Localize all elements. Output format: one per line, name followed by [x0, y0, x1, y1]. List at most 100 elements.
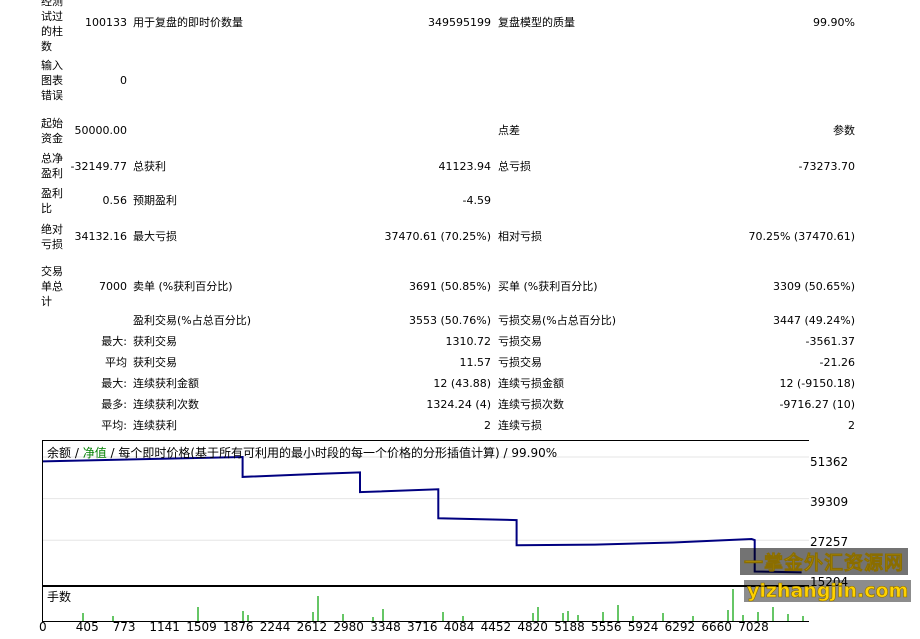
row-label: 交易单总计: [41, 265, 63, 308]
y-tick: 51362: [810, 455, 849, 469]
row-value: 0.56: [102, 194, 128, 207]
balance-chart: 余额 / 净值 / 每个即时价格(基于所有可利用的最小时段的每一个价格的分形插值…: [42, 440, 809, 587]
x-tick: 2612: [296, 620, 328, 634]
volume-plot: [82, 589, 804, 621]
field-label: 连续获利次数: [133, 398, 199, 411]
chart-title: 余额 / 净值 / 每个即时价格(基于所有可利用的最小时段的每一个价格的分形插值…: [47, 444, 557, 461]
backtest-report: 经测试过的柱数 100133 用于复盘的即时价数量 349595199 复盘模型的质量 9…: [41, 0, 855, 432]
title-balance: 余额: [47, 446, 72, 460]
field-value: 3553 (50.76%): [408, 314, 491, 327]
title-rest: / 每个即时价格(基于所有可利用的最小时段的每一个价格的分形插值计算) / 99…: [106, 446, 558, 460]
field-label: 相对亏损: [498, 230, 542, 243]
title-equity: 净值: [82, 446, 107, 460]
row-label: 起始资金: [41, 117, 63, 145]
row-value: 7000: [99, 280, 127, 293]
row-label: 经测试过的柱数: [41, 0, 63, 53]
row-sublabel: 最多:: [101, 398, 127, 411]
x-tick: 2980: [333, 620, 364, 634]
field-value: 349595199: [428, 16, 491, 29]
field-value: 37470.61 (70.25%): [384, 230, 491, 243]
row-value: 50000.00: [74, 124, 128, 137]
row-label: 绝对亏损: [41, 223, 63, 251]
field-value: 3447 (49.24%): [772, 314, 855, 327]
field-value: 12 (43.88): [433, 377, 491, 390]
x-tick: 4820: [517, 620, 548, 634]
balance-plot: [43, 455, 809, 574]
x-tick: 5556: [591, 620, 622, 634]
x-tick: 2244: [259, 620, 291, 634]
field-value: 2: [848, 419, 855, 432]
x-tick: 773: [112, 620, 136, 634]
x-tick: 0: [39, 620, 47, 634]
field-label: 连续亏损金额: [498, 377, 564, 390]
field-value: 12 (-9150.18): [779, 377, 855, 390]
field-value: 11.57: [459, 356, 492, 369]
row-value: 100133: [85, 16, 127, 29]
field-label: 用于复盘的即时价数量: [133, 16, 243, 29]
field-label: 连续获利: [133, 419, 177, 432]
watermark-cn: 一掌金外汇资源网: [740, 548, 909, 575]
watermark-url: yizhangjin.com: [744, 580, 912, 602]
x-tick: 4452: [480, 620, 512, 634]
field-label: 总亏损: [498, 160, 531, 173]
field-label: 获利交易: [133, 335, 177, 348]
row-sublabel: 最大:: [101, 377, 127, 390]
row-sublabel: 最大:: [101, 335, 127, 348]
field-label: 预期盈利: [133, 194, 177, 207]
field-label: 连续亏损次数: [498, 398, 564, 411]
field-label: 连续亏损: [498, 419, 542, 432]
row-value: 34132.16: [74, 230, 128, 243]
field-label: 卖单 (%获利百分比): [133, 280, 233, 293]
field-value: 99.90%: [813, 16, 855, 29]
field-value: 3309 (50.65%): [772, 280, 855, 293]
field-label: 点差: [498, 124, 520, 137]
field-value: 41123.94: [438, 160, 492, 173]
x-tick: 5188: [554, 620, 585, 634]
volume-label: 手数: [47, 590, 72, 604]
x-tick: 3716: [407, 620, 438, 634]
x-tick: 1141: [149, 620, 180, 634]
y-tick: 27257: [810, 535, 849, 549]
x-tick: 1509: [186, 620, 217, 634]
balance-line: [43, 455, 802, 574]
title-sep: /: [71, 446, 83, 460]
x-tick: 6660: [701, 620, 732, 634]
field-label: 连续获利金额: [133, 377, 199, 390]
x-tick: 3348: [370, 620, 401, 634]
field-value: -3561.37: [805, 335, 855, 348]
field-label: 亏损交易: [498, 356, 542, 369]
x-tick: 7028: [738, 620, 769, 634]
x-tick: 405: [75, 620, 99, 634]
field-value: -73273.70: [798, 160, 855, 173]
field-value: -9716.27 (10): [779, 398, 855, 411]
row-label: 总净盈利: [41, 152, 63, 180]
y-tick: 39309: [810, 495, 849, 509]
x-tick: 4084: [443, 620, 475, 634]
field-label: 亏损交易(%占总百分比): [498, 314, 617, 327]
field-label: 亏损交易: [498, 335, 542, 348]
field-label: 获利交易: [133, 356, 177, 369]
field-value: 3691 (50.85%): [408, 280, 491, 293]
field-label: 盈利交易(%占总百分比): [133, 314, 252, 327]
field-label: 买单 (%获利百分比): [498, 280, 598, 293]
row-value: -32149.77: [70, 160, 127, 173]
row-label: 盈利比: [41, 187, 63, 215]
row-label: 输入图表错误: [41, 59, 63, 102]
x-tick: 1876: [223, 620, 254, 634]
field-label: 最大亏损: [133, 230, 177, 243]
field-value: 1310.72: [445, 335, 492, 348]
field-label: 总获利: [133, 160, 166, 173]
field-value: 2: [484, 419, 491, 432]
row-sublabel: 平均:: [101, 419, 127, 432]
volume-panel: 手数: [42, 585, 809, 622]
y-tick: 15204: [810, 575, 849, 589]
row-value: 0: [120, 74, 127, 87]
row-sublabel: 平均: [105, 356, 127, 369]
x-tick: 5924: [627, 620, 659, 634]
field-value: 70.25% (37470.61): [748, 230, 855, 243]
field-value: -4.59: [462, 194, 491, 207]
field-label: 复盘模型的质量: [498, 16, 575, 29]
field-value: 1324.24 (4): [426, 398, 491, 411]
field-value: 参数: [833, 124, 855, 137]
x-tick: 6292: [664, 620, 696, 634]
